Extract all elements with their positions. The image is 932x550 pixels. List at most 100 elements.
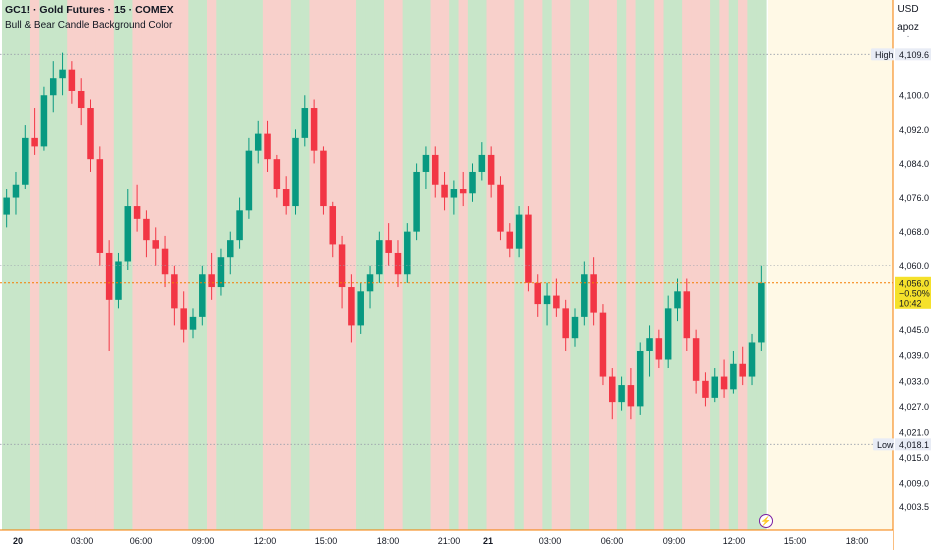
candle-body[interactable]: [301, 108, 309, 138]
lightning-icon[interactable]: ⚡: [759, 514, 773, 528]
low-label: Low: [877, 440, 894, 450]
y-tick-label: 4,068.0: [899, 227, 929, 237]
candle-body[interactable]: [12, 184, 20, 198]
candle-body[interactable]: [404, 231, 411, 275]
time-axis[interactable]: [0, 530, 893, 550]
candle-body[interactable]: [199, 274, 206, 317]
candle-body[interactable]: [553, 295, 560, 309]
candle-body[interactable]: [711, 376, 719, 398]
candle-body[interactable]: [3, 197, 10, 215]
candle-body[interactable]: [338, 244, 346, 288]
candle-body[interactable]: [571, 316, 579, 339]
candle-body[interactable]: [581, 274, 588, 317]
candle-body[interactable]: [49, 78, 57, 96]
candle-body[interactable]: [366, 274, 374, 292]
candle-body[interactable]: [376, 240, 383, 275]
candle-body[interactable]: [254, 133, 262, 151]
candle-body[interactable]: [431, 154, 439, 185]
candle-body[interactable]: [478, 154, 486, 172]
candle-body[interactable]: [236, 210, 243, 241]
candle-body[interactable]: [422, 154, 430, 172]
candle-body[interactable]: [497, 184, 504, 232]
candle-body[interactable]: [22, 137, 29, 185]
currency-label[interactable]: USD: [897, 4, 919, 15]
candle-body[interactable]: [515, 214, 523, 249]
candle-body[interactable]: [720, 376, 728, 390]
candle-body[interactable]: [413, 171, 420, 232]
candle-body[interactable]: [87, 108, 94, 160]
candle-body[interactable]: [105, 252, 113, 300]
candle-body[interactable]: [702, 380, 709, 398]
candle-body[interactable]: [124, 206, 132, 262]
candle-body[interactable]: [441, 184, 448, 198]
candle-body[interactable]: [758, 282, 765, 343]
candle-body[interactable]: [674, 291, 681, 309]
candle-body[interactable]: [534, 282, 541, 305]
candle-body[interactable]: [77, 90, 85, 109]
candle-body[interactable]: [329, 206, 337, 245]
high-label: High: [875, 50, 894, 60]
candle-body[interactable]: [115, 261, 122, 300]
candle-body[interactable]: [133, 206, 141, 219]
candle-body[interactable]: [459, 189, 467, 194]
candle-body[interactable]: [217, 257, 225, 288]
candle-body[interactable]: [562, 308, 569, 339]
candle-body[interactable]: [68, 69, 76, 91]
candle-body[interactable]: [348, 287, 355, 326]
candle-body[interactable]: [469, 171, 476, 194]
price-badge[interactable]: [895, 276, 931, 309]
price-axis[interactable]: [893, 0, 932, 550]
candle-body[interactable]: [320, 150, 327, 207]
candle-body[interactable]: [143, 218, 150, 241]
candle-body[interactable]: [450, 189, 458, 198]
candle-body[interactable]: [31, 137, 38, 147]
candle-background: [234, 0, 245, 530]
indicator-label[interactable]: Bull & Bear Candle Background Color: [5, 20, 173, 31]
candle-body[interactable]: [180, 308, 187, 330]
candle-background: [2, 0, 12, 530]
candle-background: [29, 0, 40, 530]
candle-body[interactable]: [543, 295, 551, 305]
candle-body[interactable]: [655, 338, 663, 360]
candle-body[interactable]: [590, 274, 597, 313]
candle-body[interactable]: [152, 240, 159, 249]
candle-body[interactable]: [59, 69, 66, 79]
candle-body[interactable]: [394, 252, 402, 275]
candle-body[interactable]: [599, 312, 607, 377]
candle-body[interactable]: [245, 150, 253, 211]
candle-body[interactable]: [683, 291, 691, 339]
candle-body[interactable]: [208, 274, 215, 288]
candle-body[interactable]: [664, 308, 672, 360]
candle-body[interactable]: [739, 363, 746, 377]
candle-body[interactable]: [385, 240, 392, 253]
candle-body[interactable]: [730, 363, 737, 390]
candle-body[interactable]: [189, 316, 197, 330]
chart-title[interactable]: GC1! · Gold Futures · 15 · COMEX: [5, 4, 174, 16]
candle-body[interactable]: [96, 159, 104, 253]
candle-body[interactable]: [357, 291, 364, 326]
candle-body[interactable]: [273, 159, 281, 190]
candle-background: [300, 0, 311, 530]
candle-body[interactable]: [292, 137, 299, 207]
candle-background: [411, 0, 422, 530]
candle-background: [700, 0, 711, 530]
candle-body[interactable]: [171, 274, 178, 309]
candle-body[interactable]: [506, 231, 514, 249]
candle-body[interactable]: [487, 154, 495, 185]
candle-body[interactable]: [264, 133, 271, 160]
candle-body[interactable]: [40, 95, 48, 147]
candle-body[interactable]: [692, 338, 700, 381]
candle-body[interactable]: [227, 240, 234, 258]
candle-body[interactable]: [636, 350, 644, 407]
candle-body[interactable]: [282, 189, 290, 207]
candle-body[interactable]: [161, 248, 169, 275]
low-tag: [873, 438, 894, 451]
candle-body[interactable]: [618, 385, 625, 403]
candle-body[interactable]: [310, 108, 318, 151]
candle-body[interactable]: [609, 376, 616, 403]
candle-body[interactable]: [525, 214, 532, 283]
candle-body[interactable]: [646, 338, 653, 351]
candle-body[interactable]: [748, 342, 756, 377]
candle-body[interactable]: [627, 385, 635, 407]
